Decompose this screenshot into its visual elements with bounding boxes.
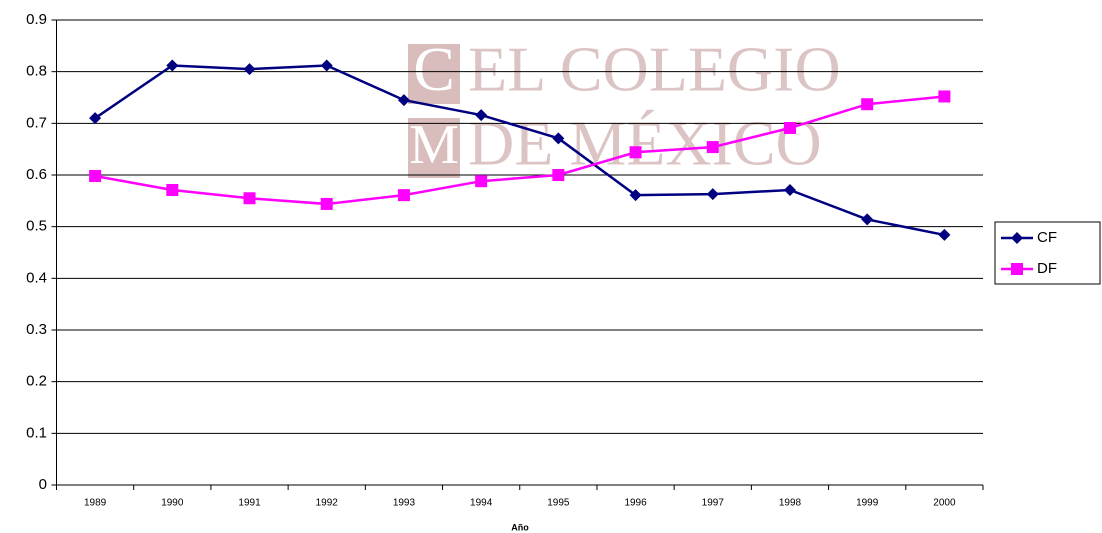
y-tick-label: 0.3: [26, 321, 47, 338]
marker: [89, 112, 102, 125]
line: [94, 64, 945, 237]
x-tick-label: 1997: [702, 498, 725, 509]
marker: [861, 98, 874, 111]
watermark-box: [408, 44, 460, 104]
marker: [89, 170, 102, 183]
marker: [783, 121, 796, 134]
y-tick-label: 0.7: [26, 114, 47, 131]
marker: [629, 189, 642, 202]
y-tick-label: 0.8: [26, 63, 47, 80]
x-tick-label: 1993: [393, 498, 416, 509]
marker: [1011, 263, 1023, 275]
watermark-text: EL COLEGIO: [468, 34, 841, 105]
marker: [783, 183, 796, 196]
x-tick-label: 1999: [856, 498, 879, 509]
x-tick-label: 1998: [779, 498, 802, 509]
legend-label: DF: [1037, 260, 1057, 277]
marker: [243, 192, 256, 205]
y-tick-label: 0.2: [26, 373, 47, 390]
marker: [475, 109, 488, 122]
x-tick-label: 1991: [238, 498, 261, 509]
watermark-text: DE MÉXICO: [468, 108, 822, 179]
marker: [938, 228, 951, 241]
marker: [243, 63, 256, 76]
y-tick-label: 0.1: [26, 424, 47, 441]
marker: [320, 197, 333, 210]
marker: [861, 213, 874, 226]
x-tick-label: 2000: [933, 498, 956, 509]
marker: [166, 183, 179, 196]
x-tick-label: 1992: [316, 498, 339, 509]
marker: [552, 169, 565, 181]
y-tick-label: 0.5: [26, 218, 47, 235]
marker: [629, 146, 642, 159]
y-tick-label: 0.6: [26, 166, 47, 183]
marker: [1011, 232, 1023, 244]
watermark-text: C: [413, 36, 454, 104]
marker: [397, 189, 410, 202]
watermark-box: [408, 118, 460, 178]
marker: [938, 90, 951, 103]
line: [94, 95, 945, 206]
x-tick-label: 1989: [84, 498, 107, 509]
marker: [706, 188, 719, 201]
x-tick-label: 1996: [624, 498, 647, 509]
watermark-text: M: [409, 114, 459, 176]
marker: [397, 94, 410, 107]
x-tick-label: 1994: [470, 498, 493, 509]
y-tick-label: 0: [39, 476, 47, 493]
marker: [706, 141, 719, 154]
marker: [552, 132, 565, 145]
x-tick-label: 1995: [547, 498, 570, 509]
marker: [475, 175, 488, 188]
legend-label: CF: [1037, 229, 1057, 246]
y-tick-label: 0.9: [26, 11, 47, 28]
marker: [166, 59, 179, 72]
x-axis-label: Año: [511, 522, 529, 532]
marker: [320, 59, 333, 72]
watermark: C M EL COLEGIO DE MÉXICO: [408, 34, 841, 179]
y-tick-label: 0.4: [26, 269, 47, 286]
x-tick-label: 1990: [161, 498, 184, 509]
